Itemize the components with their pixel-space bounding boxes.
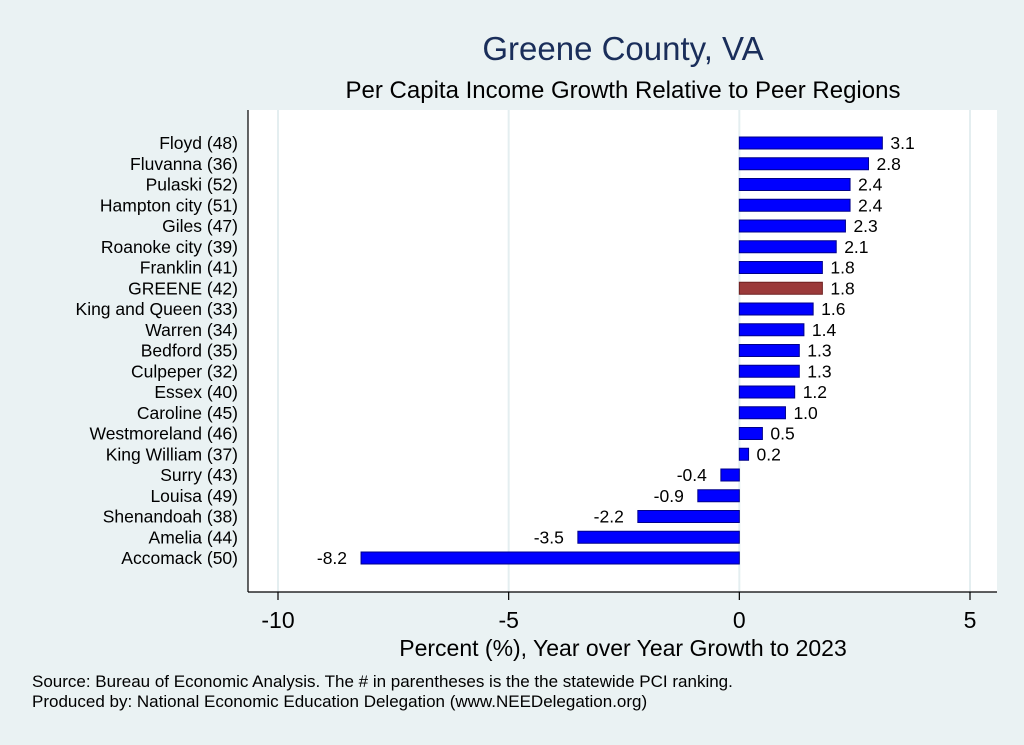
plot-area [248,110,997,592]
data-label: 3.1 [890,133,914,153]
produced-by-note: Produced by: National Economic Education… [32,692,648,711]
data-label: 1.2 [803,382,827,402]
bar [738,406,786,420]
source-note: Source: Bureau of Economic Analysis. The… [32,672,733,691]
x-tick-label: 5 [964,607,977,633]
data-label: 1.3 [807,341,831,361]
category-label: Amelia (44) [149,527,238,547]
bar [637,510,740,523]
bar [738,178,851,191]
bar [577,530,740,544]
category-label: Roanoke city (39) [101,237,238,257]
axes: Floyd (48) 3.1 Fluvanna (36) 2.8 Pulaski (52… [76,110,997,633]
data-label: 1.8 [830,258,854,278]
category-label: Floyd (48) [159,133,238,153]
category-label: Pulaski (52) [146,175,238,195]
category-label: King and Queen (33) [76,299,238,319]
category-label: Surry (43) [160,465,238,485]
data-label: 1.6 [821,299,845,319]
category-label: Accomack (50) [121,548,238,568]
category-label: Bedford (35) [141,341,238,361]
data-label: 1.0 [793,403,818,423]
data-label: 2.1 [844,237,868,257]
category-label: Caroline (45) [137,403,238,423]
bar [738,136,883,150]
x-tick-label: -5 [498,607,518,633]
bar [738,447,750,461]
bars [360,136,883,565]
bar [738,385,796,399]
bar [720,468,740,482]
bar [738,281,823,295]
category-label: Franklin (41) [140,258,238,278]
bar [738,344,800,357]
data-label: 1.8 [830,278,854,298]
bar [738,427,763,440]
data-label: -3.5 [534,527,564,547]
bar [738,302,814,316]
bar [360,551,740,565]
bar [738,323,805,337]
data-label: 2.4 [858,175,883,195]
category-label: Louisa (49) [150,486,238,506]
data-label: -8.2 [317,548,347,568]
data-label: 2.3 [853,216,877,236]
data-label: 2.4 [858,195,883,215]
x-axis-title: Percent (%), Year over Year Growth to 20… [399,635,847,661]
bar [738,198,851,212]
chart-title: Greene County, VA [482,30,763,67]
bar [738,364,800,378]
data-label: 0.5 [770,424,794,444]
x-tick-label: -10 [261,607,294,633]
category-label: Culpeper (32) [131,361,238,381]
category-label: Warren (34) [145,320,238,340]
chart-subtitle: Per Capita Income Growth Relative to Pee… [346,77,901,104]
bar [738,240,837,254]
x-tick-label: 0 [733,607,746,633]
data-label: -0.9 [654,486,684,506]
category-label: Westmoreland (46) [90,424,239,444]
data-label: 0.2 [757,444,781,464]
category-label: Essex (40) [154,382,238,402]
category-label: Shenandoah (38) [103,507,238,527]
category-label: GREENE (42) [128,278,238,298]
data-label: -0.4 [677,465,707,485]
data-label: 1.3 [807,361,831,381]
bar [738,157,870,171]
category-label: Hampton city (51) [100,195,238,215]
data-label: 1.4 [812,320,837,340]
bar [697,489,740,503]
category-label: Giles (47) [162,216,238,236]
data-label: 2.8 [877,154,901,174]
category-label: King William (37) [106,444,238,464]
bar [738,261,823,274]
data-label: -2.2 [594,507,624,527]
category-label: Fluvanna (36) [130,154,238,174]
bar [738,219,846,233]
